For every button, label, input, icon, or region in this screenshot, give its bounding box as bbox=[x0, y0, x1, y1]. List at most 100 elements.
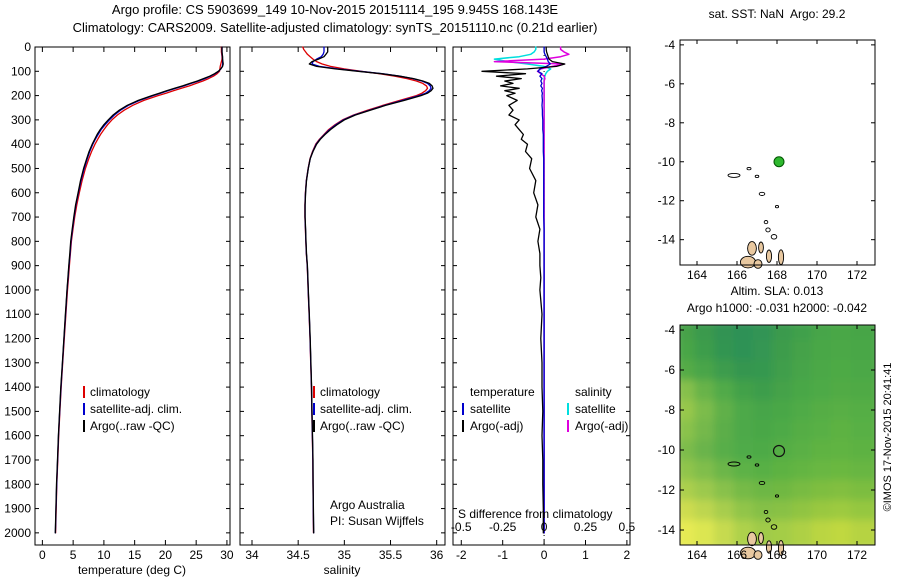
svg-text:35.5: 35.5 bbox=[379, 548, 403, 562]
svg-text:-4: -4 bbox=[664, 323, 675, 337]
temp-legend-argo: Argo(..raw -QC) bbox=[90, 419, 175, 433]
temperature-panel: 0 5 10 15 20 25 30 bbox=[34, 46, 234, 562]
svg-text:164: 164 bbox=[687, 268, 707, 282]
sal-legend-argo: Argo(..raw -QC) bbox=[320, 419, 405, 433]
temperature-curves bbox=[54, 46, 224, 534]
svg-text:-6: -6 bbox=[664, 363, 675, 377]
svg-text:0: 0 bbox=[24, 40, 31, 54]
svg-text:34: 34 bbox=[245, 548, 259, 562]
svg-text:2: 2 bbox=[624, 548, 631, 562]
svg-text:900: 900 bbox=[11, 259, 31, 273]
diff-legend-t-satellite: satellite bbox=[470, 402, 511, 416]
svg-text:168: 168 bbox=[767, 268, 787, 282]
diff-legend-s-argo: Argo(-adj) bbox=[575, 419, 629, 433]
svg-text:500: 500 bbox=[11, 161, 31, 175]
svg-text:166: 166 bbox=[727, 268, 747, 282]
svg-text:300: 300 bbox=[11, 113, 31, 127]
legend-markers bbox=[83, 386, 569, 432]
svg-text:1200: 1200 bbox=[4, 332, 31, 346]
svg-text:0.25: 0.25 bbox=[574, 520, 598, 534]
difference-panel: -2 -1 0 1 2 bbox=[452, 46, 631, 562]
svg-text:25: 25 bbox=[189, 548, 203, 562]
svg-text:400: 400 bbox=[11, 137, 31, 151]
svg-text:-0.5: -0.5 bbox=[451, 520, 472, 534]
svg-text:-2: -2 bbox=[456, 548, 467, 562]
svg-text:166: 166 bbox=[727, 548, 747, 562]
sal-legend-satellite: satellite-adj. clim. bbox=[320, 402, 413, 416]
salinity-panel: 34 34.5 35 35.5 36 bbox=[239, 46, 446, 562]
svg-text:-8: -8 bbox=[664, 116, 675, 130]
svg-text:1300: 1300 bbox=[4, 356, 31, 370]
svg-text:800: 800 bbox=[11, 234, 31, 248]
difference-curves: -0.5 -0.25 0 0.25 0.5 bbox=[451, 46, 636, 545]
svg-text:0: 0 bbox=[541, 548, 548, 562]
diff-legend-sal-header: salinity bbox=[575, 385, 612, 399]
svg-text:170: 170 bbox=[807, 548, 827, 562]
svg-text:100: 100 bbox=[11, 64, 31, 78]
figure-title-line2: Climatology: CARS2009. Satellite-adjuste… bbox=[72, 20, 598, 35]
svg-text:-4: -4 bbox=[664, 38, 675, 52]
salinity-curves bbox=[302, 46, 434, 534]
sst-map: 164 166 168 170 172 -4 -6 -8 -10 -12 -14 bbox=[658, 38, 876, 282]
argo-float-marker bbox=[773, 156, 785, 168]
svg-text:1000: 1000 bbox=[4, 283, 31, 297]
note-pi: PI: Susan Wijffels bbox=[330, 514, 424, 528]
note-argo-australia: Argo Australia bbox=[330, 498, 405, 512]
svg-text:36: 36 bbox=[430, 548, 444, 562]
svg-text:1700: 1700 bbox=[4, 453, 31, 467]
svg-text:172: 172 bbox=[847, 268, 867, 282]
svg-text:15: 15 bbox=[128, 548, 142, 562]
figure-title-line1: Argo profile: CS 5903699_149 10-Nov-2015… bbox=[111, 2, 559, 17]
svg-text:-12: -12 bbox=[658, 194, 676, 208]
svg-text:1500: 1500 bbox=[4, 404, 31, 418]
svg-text:170: 170 bbox=[807, 268, 827, 282]
svg-text:600: 600 bbox=[11, 186, 31, 200]
svg-text:200: 200 bbox=[11, 89, 31, 103]
s-diff-axis-label: S difference from climatology bbox=[458, 507, 613, 521]
svg-text:2000: 2000 bbox=[4, 526, 31, 540]
svg-text:168: 168 bbox=[767, 548, 787, 562]
svg-text:1600: 1600 bbox=[4, 429, 31, 443]
diff-legend-t-argo: Argo(-adj) bbox=[470, 419, 524, 433]
svg-text:-10: -10 bbox=[658, 443, 676, 457]
sla-title-line1: Altim. SLA: 0.013 bbox=[730, 284, 824, 298]
sla-map: 164 166 168 170 172 -4 -6 -8 -10 -12 -14 bbox=[658, 323, 876, 562]
svg-text:5: 5 bbox=[70, 548, 77, 562]
svg-text:10: 10 bbox=[97, 548, 111, 562]
svg-text:20: 20 bbox=[159, 548, 173, 562]
svg-text:0.5: 0.5 bbox=[619, 520, 636, 534]
svg-text:164: 164 bbox=[687, 548, 707, 562]
argo-float-marker bbox=[772, 444, 786, 458]
temp-legend-satellite: satellite-adj. clim. bbox=[90, 402, 183, 416]
temp-legend-climatology: climatology bbox=[90, 385, 151, 399]
svg-text:30: 30 bbox=[220, 548, 234, 562]
diff-legend-s-satellite: satellite bbox=[575, 402, 616, 416]
svg-text:1800: 1800 bbox=[4, 477, 31, 491]
svg-text:700: 700 bbox=[11, 210, 31, 224]
svg-text:1100: 1100 bbox=[5, 307, 31, 321]
svg-text:1900: 1900 bbox=[4, 502, 31, 516]
svg-text:-14: -14 bbox=[658, 233, 676, 247]
sla-title-line2: Argo h1000: -0.031 h2000: -0.042 bbox=[686, 301, 868, 315]
svg-text:-6: -6 bbox=[664, 77, 675, 91]
svg-text:1: 1 bbox=[582, 548, 589, 562]
svg-text:-8: -8 bbox=[664, 403, 675, 417]
depth-axis-labels: 0 100 200 300 400 500 600 700 800 900 1000 1100 1200… bbox=[4, 40, 31, 540]
temp-xlabel: temperature (deg C) bbox=[77, 563, 187, 577]
svg-text:34.5: 34.5 bbox=[286, 548, 310, 562]
svg-text:-1: -1 bbox=[497, 548, 508, 562]
imos-watermark: ©IMOS 17-Nov-2015 20:41:41 bbox=[882, 363, 894, 512]
svg-text:0: 0 bbox=[541, 520, 548, 534]
sst-map-title: sat. SST: NaN Argo: 29.2 bbox=[708, 7, 846, 21]
svg-text:172: 172 bbox=[847, 548, 867, 562]
svg-text:-14: -14 bbox=[658, 523, 676, 537]
diff-legend-temp-header: temperature bbox=[470, 385, 535, 399]
svg-text:0: 0 bbox=[39, 548, 46, 562]
svg-text:-10: -10 bbox=[658, 155, 676, 169]
sal-legend-climatology: climatology bbox=[320, 385, 381, 399]
sal-xlabel: salinity bbox=[323, 563, 361, 577]
svg-text:-0.25: -0.25 bbox=[489, 520, 517, 534]
svg-text:1400: 1400 bbox=[4, 380, 31, 394]
svg-text:-12: -12 bbox=[658, 483, 676, 497]
